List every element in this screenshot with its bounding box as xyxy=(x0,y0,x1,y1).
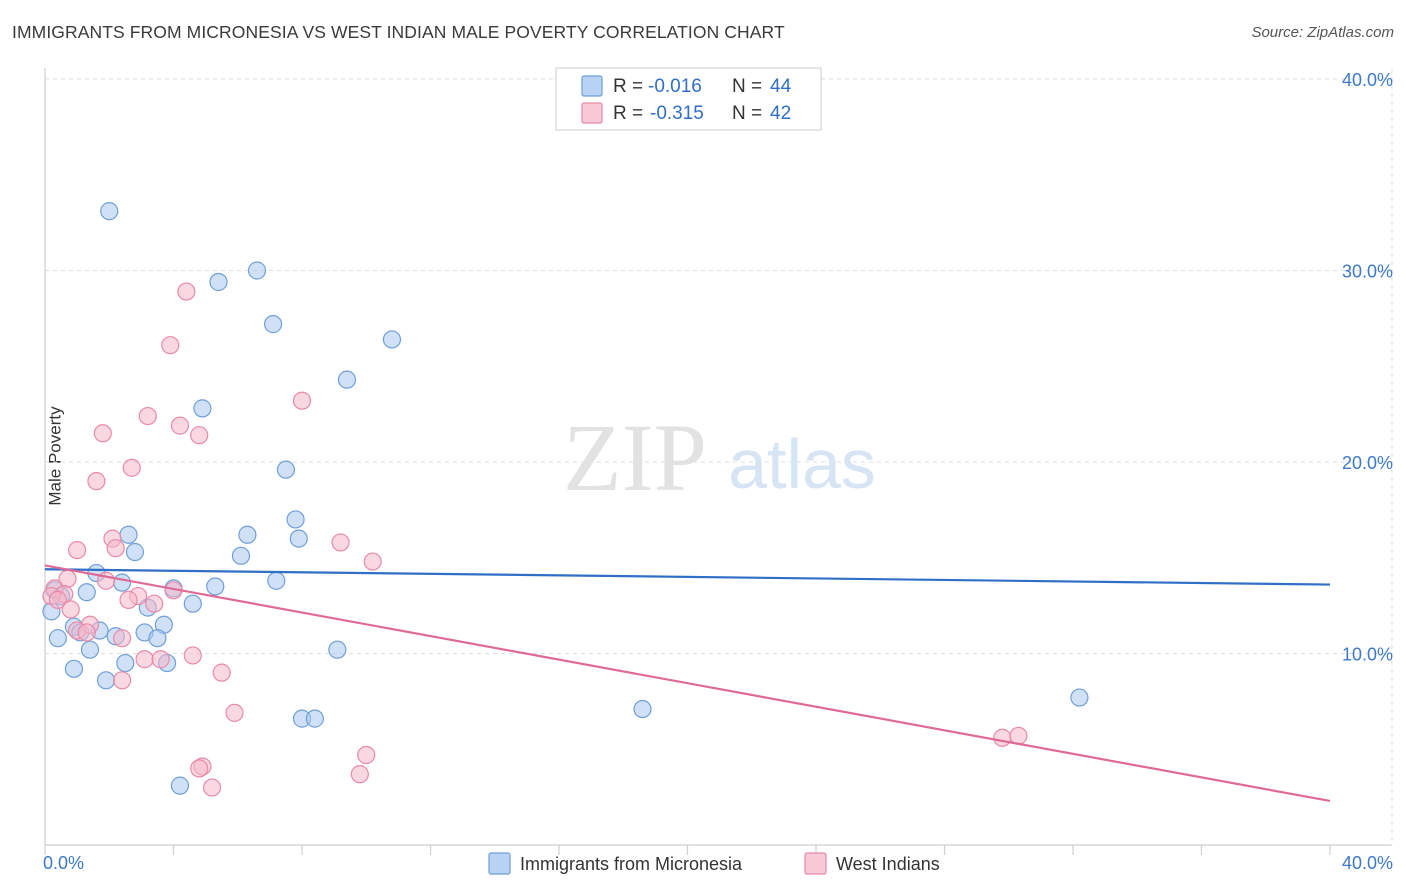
grid-lines xyxy=(45,69,1393,845)
point-micronesia-19 xyxy=(77,583,96,602)
point-micronesia-15 xyxy=(112,573,132,592)
point-west-indians-23 xyxy=(145,594,164,613)
point-micronesia-40 xyxy=(633,699,652,719)
point-micronesia-23 xyxy=(183,594,202,613)
point-micronesia-6 xyxy=(193,399,212,418)
point-micronesia-8 xyxy=(286,510,305,529)
stats-legend: R = -0.016 N = 44 R = -0.315 N = 42 xyxy=(555,67,822,131)
point-micronesia-39 xyxy=(1070,688,1089,707)
legend-r-label-1: R = xyxy=(613,76,643,97)
legend-n-value-1: 44 xyxy=(770,76,792,97)
point-west-indians-24 xyxy=(61,600,80,619)
point-west-indians-22 xyxy=(119,590,138,609)
point-west-indians-29 xyxy=(183,646,202,665)
point-micronesia-4 xyxy=(382,330,402,349)
point-west-indians-3 xyxy=(138,406,157,426)
point-micronesia-42 xyxy=(305,709,324,728)
point-micronesia-3 xyxy=(263,315,283,334)
tick-labels: 10.0% 20.0% 30.0% 40.0% 0.0% 40.0% xyxy=(43,70,1393,873)
point-micronesia-5 xyxy=(337,370,357,389)
watermark-zip: ZIP xyxy=(563,404,707,511)
point-west-indians-11 xyxy=(106,539,125,558)
point-west-indians-37 xyxy=(357,745,376,765)
point-micronesia-34 xyxy=(328,640,347,659)
trend-lines xyxy=(44,564,1331,803)
legend-swatch-pink xyxy=(581,102,603,124)
data-points xyxy=(42,202,1089,797)
legend-swatch-blue xyxy=(581,75,603,97)
y-tick-label-3: 40.0% xyxy=(1342,70,1393,90)
point-micronesia-7 xyxy=(276,460,296,479)
series-swatch-west-indians xyxy=(804,852,827,875)
point-west-indians-10 xyxy=(331,533,350,552)
point-west-indians-6 xyxy=(190,426,209,445)
point-west-indians-12 xyxy=(68,540,87,560)
point-micronesia-11 xyxy=(231,546,251,565)
y-tick-label-0: 10.0% xyxy=(1342,645,1393,665)
point-micronesia-43 xyxy=(170,776,190,795)
trend-line-west-indians xyxy=(44,564,1331,803)
legend-n-label-2: N = xyxy=(732,103,762,124)
watermark-atlas: atlas xyxy=(728,425,876,503)
trend-line-micronesia xyxy=(44,568,1331,586)
point-micronesia-1 xyxy=(209,272,228,292)
point-west-indians-5 xyxy=(93,424,112,443)
point-micronesia-37 xyxy=(64,659,84,678)
point-micronesia-17 xyxy=(206,577,225,596)
point-micronesia-13 xyxy=(125,542,145,562)
legend-n-value-2: 42 xyxy=(770,103,791,124)
point-west-indians-33 xyxy=(112,671,132,690)
point-west-indians-35 xyxy=(993,728,1012,747)
legend-r-label-2: R = xyxy=(613,103,643,124)
x-tick-label-1: 40.0% xyxy=(1342,853,1393,873)
legend-r-value-1: -0.016 xyxy=(648,76,702,97)
point-micronesia-38 xyxy=(96,671,116,690)
point-west-indians-0 xyxy=(177,282,196,301)
point-west-indians-2 xyxy=(292,391,312,410)
point-micronesia-2 xyxy=(247,261,267,280)
point-west-indians-1 xyxy=(161,336,180,355)
legend-n-label-1: N = xyxy=(732,76,762,97)
point-west-indians-27 xyxy=(77,623,96,642)
y-tick-label-1: 20.0% xyxy=(1342,453,1393,473)
legend-r-value-2: -0.315 xyxy=(650,103,704,124)
series-swatch-micronesia xyxy=(488,852,511,875)
point-micronesia-16 xyxy=(267,571,286,590)
series-label-micronesia: Immigrants from Micronesia xyxy=(520,854,743,874)
source-label: Source: ZipAtlas.com xyxy=(1251,24,1394,41)
point-micronesia-35 xyxy=(116,653,135,673)
point-west-indians-8 xyxy=(87,472,106,491)
point-micronesia-32 xyxy=(48,629,67,648)
point-west-indians-40 xyxy=(350,765,369,784)
point-west-indians-32 xyxy=(212,663,231,682)
point-west-indians-21 xyxy=(48,590,67,609)
point-west-indians-30 xyxy=(135,650,154,669)
point-micronesia-9 xyxy=(289,529,308,548)
point-micronesia-33 xyxy=(80,640,100,659)
point-micronesia-12 xyxy=(119,525,138,544)
point-west-indians-31 xyxy=(151,650,170,669)
chart-title: IMMIGRANTS FROM MICRONESIA VS WEST INDIA… xyxy=(12,22,785,42)
series-label-west-indians: West Indians xyxy=(836,854,940,874)
watermark: ZIP atlas xyxy=(563,404,876,511)
point-micronesia-31 xyxy=(148,629,167,648)
x-tick-label-0: 0.0% xyxy=(43,853,84,873)
series-legend: Immigrants from Micronesia West Indians xyxy=(488,852,940,875)
point-west-indians-13 xyxy=(363,552,382,571)
point-micronesia-0 xyxy=(100,202,119,221)
point-west-indians-28 xyxy=(112,629,132,648)
point-micronesia-10 xyxy=(238,525,257,544)
point-west-indians-39 xyxy=(190,759,209,778)
y-tick-label-2: 30.0% xyxy=(1342,262,1393,282)
point-west-indians-34 xyxy=(225,703,244,722)
point-west-indians-7 xyxy=(122,458,141,477)
point-west-indians-41 xyxy=(202,778,222,797)
point-west-indians-4 xyxy=(170,416,190,435)
axes xyxy=(44,68,1392,855)
